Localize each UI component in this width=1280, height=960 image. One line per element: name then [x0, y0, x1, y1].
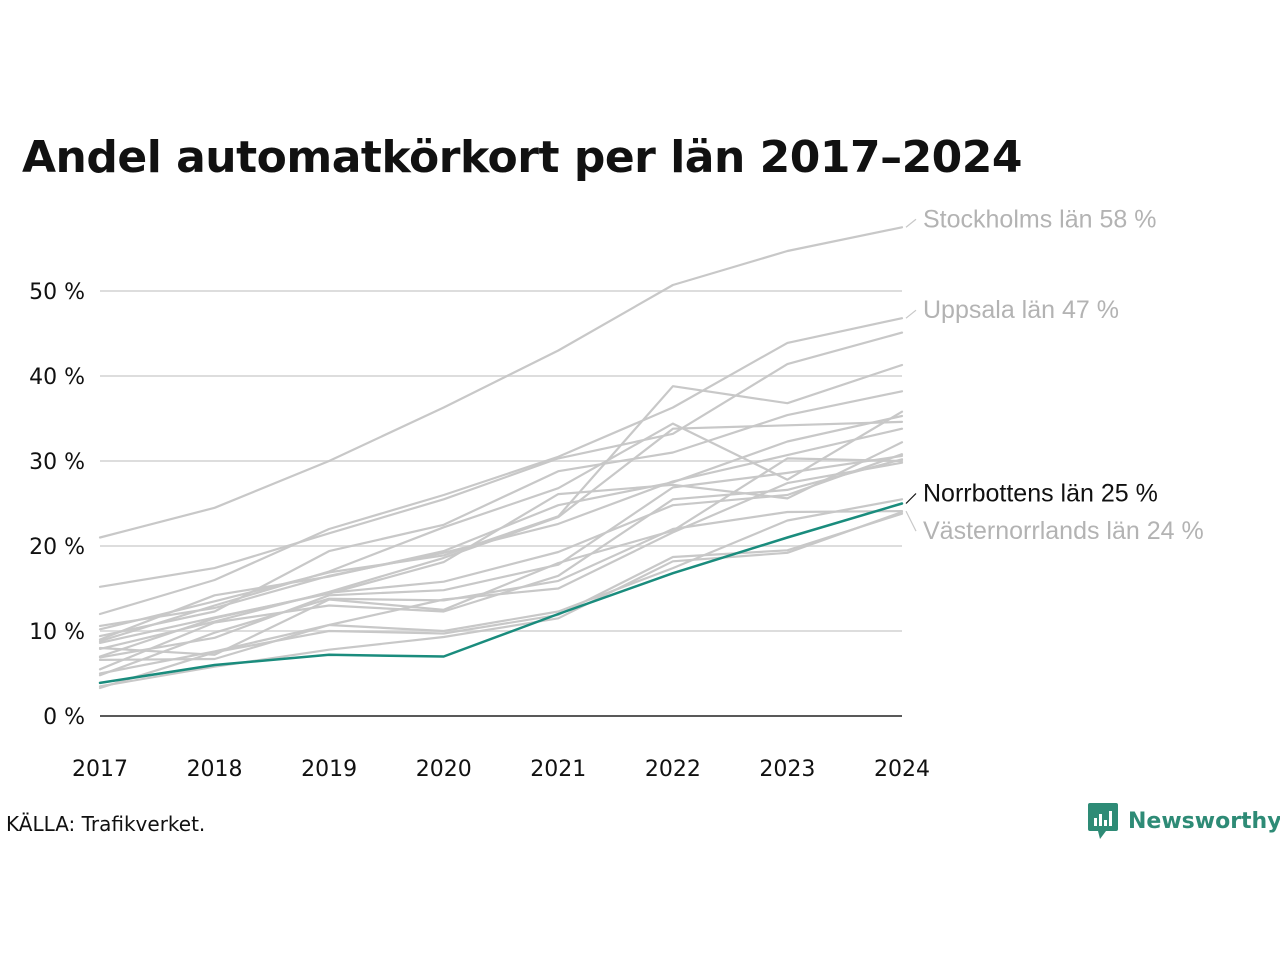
- line-chart: 0 % 10 % 20 % 30 % 40 % 50 % 2017 2018 2019 2020…: [29, 205, 1204, 782]
- brand-name: Newsworthy: [1128, 808, 1280, 834]
- y-tick-label: 10 %: [29, 620, 85, 645]
- series-line: [98, 331, 904, 588]
- series-end-label: Uppsala län 47 %: [923, 296, 1119, 324]
- y-axis-tick-labels: 0 % 10 % 20 % 30 % 40 % 50 %: [29, 280, 85, 730]
- series-line: [98, 226, 904, 539]
- series-line: [98, 363, 904, 631]
- x-tick-label: 2020: [416, 757, 472, 782]
- label-leader-line: [905, 510, 917, 532]
- y-tick-label: 0 %: [43, 705, 85, 730]
- series-line: [98, 512, 904, 690]
- series-line: [98, 454, 904, 659]
- newsworthy-logo-icon: [1088, 803, 1118, 839]
- series-line: [98, 510, 904, 677]
- series-end-label: Norrbottens län 25 %: [923, 480, 1158, 508]
- series-labels: Stockholms län 58 % Uppsala län 47 % Väste…: [905, 205, 1204, 545]
- chart-title: Andel automatkörkort per län 2017–2024: [22, 132, 1023, 183]
- x-tick-label: 2023: [759, 757, 815, 782]
- x-tick-label: 2021: [530, 757, 586, 782]
- brand-logo: Newsworthy: [1088, 803, 1280, 839]
- label-leader-line: [905, 309, 917, 319]
- series-line: [98, 317, 904, 616]
- y-tick-label: 20 %: [29, 535, 85, 560]
- x-tick-label: 2022: [645, 757, 701, 782]
- label-leader-line: [905, 493, 917, 504]
- series-line: [98, 453, 904, 658]
- series-lines: [98, 226, 904, 690]
- y-tick-label: 30 %: [29, 450, 85, 475]
- series-line: [98, 498, 904, 662]
- series-line: [98, 427, 904, 628]
- label-leader-line: [905, 218, 917, 228]
- series-line: [98, 461, 904, 675]
- series-end-label: Västernorrlands län 24 %: [923, 517, 1204, 545]
- y-tick-label: 40 %: [29, 365, 85, 390]
- series-line-highlight: [98, 502, 904, 685]
- series-line: [98, 390, 904, 638]
- series-line: [98, 441, 904, 645]
- x-axis-tick-labels: 2017 2018 2019 2020 2021 2022 2023 2024: [72, 757, 930, 782]
- y-tick-label: 50 %: [29, 280, 85, 305]
- x-tick-label: 2018: [187, 757, 243, 782]
- source-note: KÄLLA: Trafikverket.: [6, 812, 206, 836]
- series-line: [98, 457, 904, 656]
- series-end-label: Stockholms län 58 %: [923, 205, 1156, 233]
- x-tick-label: 2024: [874, 757, 930, 782]
- series-line: [98, 458, 904, 671]
- x-tick-label: 2019: [301, 757, 357, 782]
- x-tick-label: 2017: [72, 757, 128, 782]
